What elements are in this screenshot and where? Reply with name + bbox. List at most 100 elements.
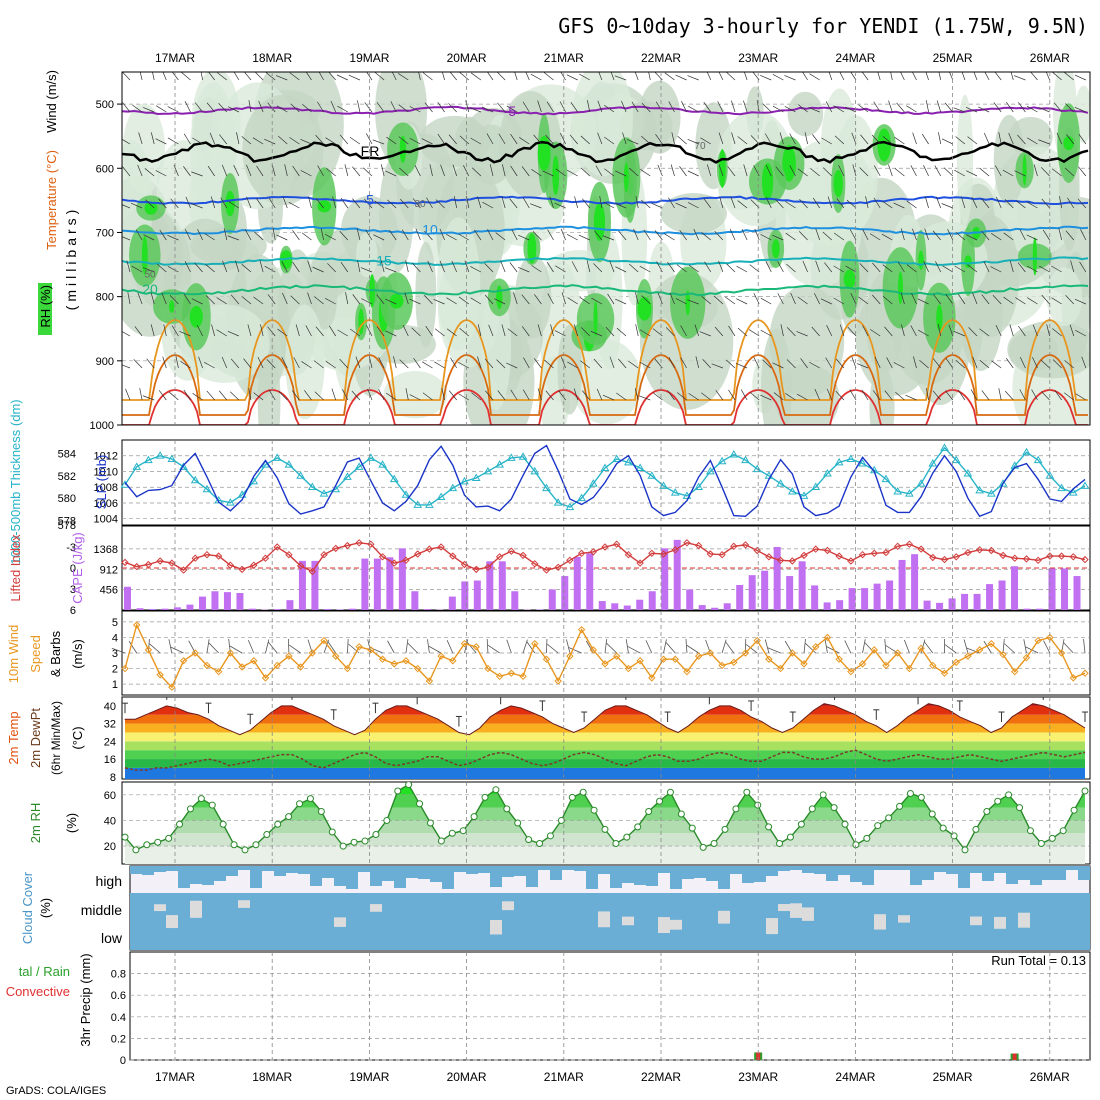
wind-barb: [628, 263, 639, 273]
wind-barb: [1017, 262, 1026, 273]
rh-saturated-core: [144, 201, 158, 215]
wind-barb: [1074, 107, 1087, 113]
wind-barb: [872, 134, 881, 145]
wind-barb: [567, 169, 578, 177]
wind-barb: [872, 262, 881, 273]
wind-barb: [932, 358, 941, 369]
wind-speed-point: [437, 652, 445, 660]
wind-barb: [295, 324, 300, 337]
lifted-index-point: [917, 545, 925, 553]
wind-barb: [945, 294, 954, 305]
cape-bar: [948, 598, 956, 610]
cape-bar: [373, 558, 381, 610]
cloud-gap-block: [874, 914, 886, 930]
wind-barb: [1017, 134, 1026, 145]
rh-point: [906, 790, 914, 798]
wind-barb: [533, 134, 542, 145]
wind-barb: [785, 201, 796, 209]
rh-saturated-core: [537, 135, 551, 171]
wind-barb: [368, 356, 373, 369]
wind-barb: [361, 298, 373, 305]
wind-barb: [196, 325, 203, 337]
wind-speed-point: [929, 661, 937, 670]
rh-saturated-core: [918, 250, 924, 270]
wind-barb: [560, 228, 566, 241]
precip-panel-frame: [129, 951, 1091, 1061]
wind-barb: [826, 388, 833, 401]
wind-barb: [521, 326, 530, 337]
wind-barb: [925, 72, 929, 81]
cape-bar: [473, 580, 481, 610]
wind-barb: [1052, 72, 1062, 81]
top-date-label: 26MAR: [1030, 51, 1070, 65]
wind-barb: [923, 260, 929, 273]
wind-barb: [1019, 389, 1026, 401]
wind-barb: [414, 165, 421, 177]
surface-wind-barb: [464, 639, 469, 654]
wind-barb: [486, 133, 494, 145]
cape-bar: [1011, 566, 1019, 610]
rh-point: [645, 807, 653, 815]
wind-barb: [1009, 260, 1014, 273]
pressure-tick-label: 500: [96, 99, 114, 111]
wind-barb: [869, 233, 881, 241]
wind-barb: [701, 296, 712, 305]
wind-barb: [917, 298, 929, 305]
cape-bar: [311, 560, 319, 610]
precip-rain-label: tal / Rain: [19, 964, 70, 979]
surface-wind-barb: [627, 646, 641, 654]
wind-barb: [622, 132, 627, 145]
wind-barb: [743, 100, 748, 113]
wind-barb: [315, 134, 324, 145]
thickness-point: [834, 457, 844, 466]
wind-barb: [156, 263, 167, 273]
wind-barb: [737, 136, 748, 145]
wind-barb: [749, 392, 760, 401]
wind-barb: [155, 138, 167, 145]
rh-point: [710, 840, 718, 847]
rh-saturated-core: [843, 269, 856, 289]
thickness-tick-label: 578: [58, 516, 76, 528]
wind-barb: [882, 296, 893, 305]
wind-barb: [815, 228, 821, 241]
wind-barb: [943, 167, 954, 177]
rh-point: [656, 797, 664, 805]
cloud-high-block: [634, 866, 646, 885]
wind-barb: [162, 72, 167, 81]
wind-barb: [947, 229, 954, 241]
surface-wind-barb: [487, 644, 500, 654]
wind-barb: [981, 230, 990, 241]
rh-saturated-core: [877, 128, 891, 162]
lifted-index-point: [870, 549, 878, 558]
wind-tick-label: 4: [112, 632, 118, 644]
wind-barb: [835, 390, 845, 401]
rh-point: [863, 834, 871, 842]
cape-bar: [323, 609, 331, 610]
thickness-tick-label: 582: [58, 471, 76, 483]
wind-barb: [597, 100, 603, 113]
wind-barb: [992, 295, 1002, 305]
cloud-high-block: [454, 866, 466, 872]
wind-speed-point: [659, 655, 668, 663]
wind-barb: [569, 134, 578, 145]
wind-barb: [470, 266, 482, 273]
wind-barb: [357, 100, 361, 113]
lifted-index-point: [905, 540, 914, 548]
wind-barb: [858, 104, 869, 113]
wind-barb: [811, 326, 820, 337]
wind-barb: [643, 229, 651, 241]
slp-tick-label: 1010: [94, 466, 118, 478]
wind-barb: [206, 102, 215, 113]
wind-speed-point: [261, 674, 270, 682]
wind-barb: [230, 294, 240, 305]
wind-barb: [184, 261, 191, 273]
wind-barb: [760, 234, 772, 241]
cloud-label-line1: Cloud Cover: [20, 871, 35, 944]
wind-barb: [633, 228, 639, 241]
rh-point: [274, 820, 282, 828]
wind-barb: [731, 132, 736, 145]
wind-barb: [994, 165, 1002, 177]
rh-point: [186, 805, 194, 813]
lifted-index-point: [542, 566, 551, 574]
cape-bar: [248, 608, 256, 610]
